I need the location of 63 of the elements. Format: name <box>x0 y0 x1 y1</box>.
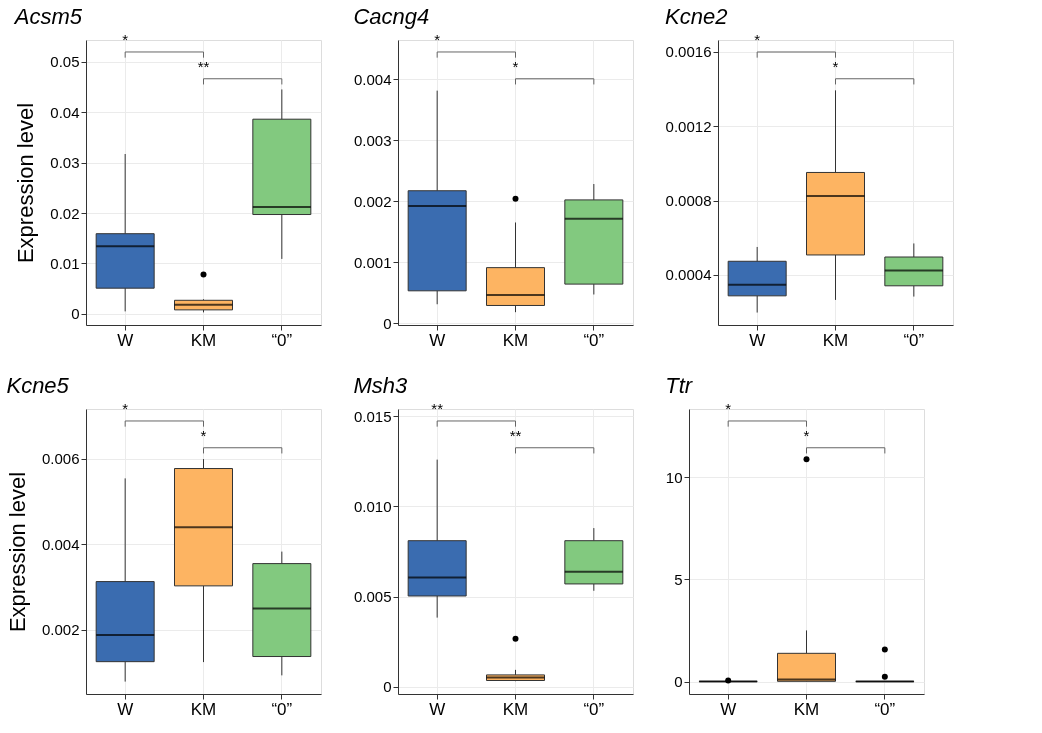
annotation: * <box>434 30 441 48</box>
x-tick-label: KM <box>502 699 529 719</box>
y-tick-label: 0.02 <box>50 204 80 222</box>
y-axis-title: Expression level <box>13 102 39 264</box>
x-tick-label: “0” <box>874 699 896 719</box>
y-tick-label: 0.002 <box>353 192 392 210</box>
y-tick-label: 0 <box>71 305 80 323</box>
y-tick-label: 0 <box>674 673 683 691</box>
y-tick-label: 0.03 <box>50 154 80 172</box>
y-tick-label: 0.005 <box>353 588 392 606</box>
annotation: * <box>754 30 761 48</box>
x-tick-label: “0” <box>903 330 925 350</box>
x-tick-label: W <box>429 699 446 719</box>
y-tick-label: 0.002 <box>41 621 80 639</box>
x-tick-label: W <box>117 699 134 719</box>
y-tick-label: 0.05 <box>50 53 80 71</box>
chart-title: Ttr <box>665 372 694 398</box>
annotation: ** <box>197 57 210 75</box>
annotation: * <box>122 399 129 417</box>
annotation: ** <box>509 426 522 444</box>
y-tick-label: 0.04 <box>50 103 80 121</box>
x-tick-label: “0” <box>271 699 293 719</box>
x-tick-label: W <box>117 330 134 350</box>
x-tick-label: W <box>720 699 737 719</box>
y-tick-label: 0.001 <box>353 253 392 271</box>
y-tick-label: 0.0016 <box>665 43 712 61</box>
annotation: * <box>512 57 519 75</box>
annotation: * <box>122 30 129 48</box>
x-tick-label: “0” <box>583 699 605 719</box>
y-tick-label: 0.0004 <box>665 266 712 284</box>
x-tick-label: “0” <box>583 330 605 350</box>
y-axis-title: Expression level <box>4 471 30 633</box>
annotation: * <box>200 426 207 444</box>
annotation: * <box>832 57 839 75</box>
y-tick-label: 0 <box>383 314 392 332</box>
chart-title: Kcne5 <box>6 372 70 398</box>
annotation: ** <box>431 399 444 417</box>
y-tick-label: 0.003 <box>353 131 392 149</box>
x-tick-label: KM <box>190 699 217 719</box>
annotation: * <box>803 426 810 444</box>
x-tick-label: W <box>749 330 766 350</box>
chart-title: Cacng4 <box>353 3 430 29</box>
x-tick-label: W <box>429 330 446 350</box>
y-tick-label: 0.006 <box>41 450 80 468</box>
y-tick-label: 0 <box>383 678 392 696</box>
y-tick-label: 10 <box>665 468 683 486</box>
y-tick-label: 0.01 <box>50 254 80 272</box>
annotation: * <box>725 399 732 417</box>
y-tick-label: 0.0008 <box>665 192 712 210</box>
y-tick-label: 0.010 <box>353 497 392 515</box>
y-tick-label: 0.004 <box>353 70 392 88</box>
chart-title: Kcne2 <box>665 3 728 29</box>
x-tick-label: KM <box>190 330 217 350</box>
y-tick-label: 0.0012 <box>665 117 712 135</box>
y-tick-label: 0.004 <box>41 535 80 553</box>
x-tick-label: KM <box>793 699 820 719</box>
chart-title: Msh3 <box>353 372 409 398</box>
x-tick-label: KM <box>502 330 529 350</box>
x-tick-label: KM <box>822 330 849 350</box>
chart-title: Acsm5 <box>12 3 83 29</box>
x-tick-label: “0” <box>271 330 293 350</box>
y-tick-label: 0.015 <box>353 407 392 425</box>
y-tick-label: 5 <box>674 570 683 588</box>
